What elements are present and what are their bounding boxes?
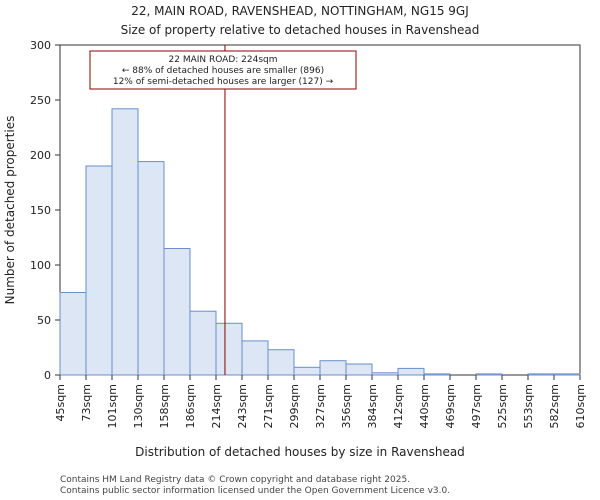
x-tick-label: 299sqm bbox=[288, 384, 301, 428]
y-tick-label: 200 bbox=[30, 149, 51, 162]
bar-130sqm bbox=[137, 161, 165, 376]
x-tick-label: 440sqm bbox=[418, 384, 431, 428]
annotation-line-2: ← 88% of detached houses are smaller (89… bbox=[122, 66, 324, 76]
bar-243sqm bbox=[241, 340, 269, 376]
bar-186sqm bbox=[189, 310, 217, 376]
x-tick-label: 356sqm bbox=[340, 384, 353, 428]
bar-101sqm bbox=[111, 108, 139, 376]
bar-45sqm bbox=[59, 292, 87, 376]
x-tick-label: 130sqm bbox=[132, 384, 145, 428]
x-tick-label: 469sqm bbox=[444, 384, 457, 428]
bar-553sqm bbox=[527, 373, 555, 376]
y-tick-label: 300 bbox=[30, 39, 51, 52]
x-tick-label: 271sqm bbox=[262, 384, 275, 428]
bar-356sqm bbox=[345, 363, 373, 376]
y-tick-label: 50 bbox=[37, 314, 51, 327]
y-tick-label: 100 bbox=[30, 259, 51, 272]
bar-412sqm bbox=[397, 367, 425, 376]
bar-214sqm bbox=[215, 322, 243, 376]
x-tick-label: 158sqm bbox=[158, 384, 171, 428]
x-tick-label: 384sqm bbox=[366, 384, 379, 428]
x-tick-label: 497sqm bbox=[470, 384, 483, 428]
bar-73sqm bbox=[85, 165, 113, 376]
x-tick-label: 525sqm bbox=[496, 384, 509, 428]
bar-271sqm bbox=[267, 349, 295, 376]
y-tick-label: 250 bbox=[30, 94, 51, 107]
y-tick-label: 0 bbox=[44, 369, 51, 382]
x-tick-label: 186sqm bbox=[184, 384, 197, 428]
x-tick-label: 327sqm bbox=[314, 384, 327, 428]
footer-line-1: Contains HM Land Registry data © Crown c… bbox=[60, 475, 410, 485]
y-axis-label: Number of detached properties bbox=[3, 116, 17, 305]
bar-582sqm bbox=[553, 373, 581, 376]
bar-440sqm bbox=[423, 373, 451, 376]
annotation-box: 22 MAIN ROAD: 224sqm ← 88% of detached h… bbox=[89, 50, 357, 90]
x-tick-label: 553sqm bbox=[522, 384, 535, 428]
y-axis-ticks: 0 50 100 150 200 250 300 bbox=[30, 39, 60, 382]
bar-299sqm bbox=[293, 366, 321, 376]
x-tick-label: 412sqm bbox=[392, 384, 405, 428]
x-axis-ticks: 45sqm 73sqm 101sqm 130sqm 158sqm 186sqm 214sqm… bbox=[54, 375, 587, 428]
x-tick-label: 243sqm bbox=[236, 384, 249, 428]
x-tick-label: 214sqm bbox=[210, 384, 223, 428]
footer-line-2: Contains public sector information licen… bbox=[60, 486, 450, 496]
bars-group bbox=[59, 108, 581, 376]
x-tick-label: 582sqm bbox=[548, 384, 561, 428]
bar-327sqm bbox=[319, 360, 347, 376]
x-tick-label: 45sqm bbox=[54, 384, 67, 421]
bar-497sqm bbox=[475, 373, 503, 376]
annotation-line-3: 12% of semi-detached houses are larger (… bbox=[113, 77, 334, 87]
x-tick-label: 610sqm bbox=[574, 384, 587, 428]
bar-158sqm bbox=[163, 248, 191, 376]
y-tick-label: 150 bbox=[30, 204, 51, 217]
x-tick-label: 73sqm bbox=[80, 384, 93, 421]
annotation-line-1: 22 MAIN ROAD: 224sqm bbox=[169, 55, 278, 65]
x-tick-label: 101sqm bbox=[106, 384, 119, 428]
x-axis-label: Distribution of detached houses by size … bbox=[135, 445, 465, 459]
chart-title-line-2: Size of property relative to detached ho… bbox=[121, 23, 480, 37]
bar-384sqm bbox=[371, 372, 399, 376]
chart-title-line-1: 22, MAIN ROAD, RAVENSHEAD, NOTTINGHAM, N… bbox=[131, 4, 469, 18]
